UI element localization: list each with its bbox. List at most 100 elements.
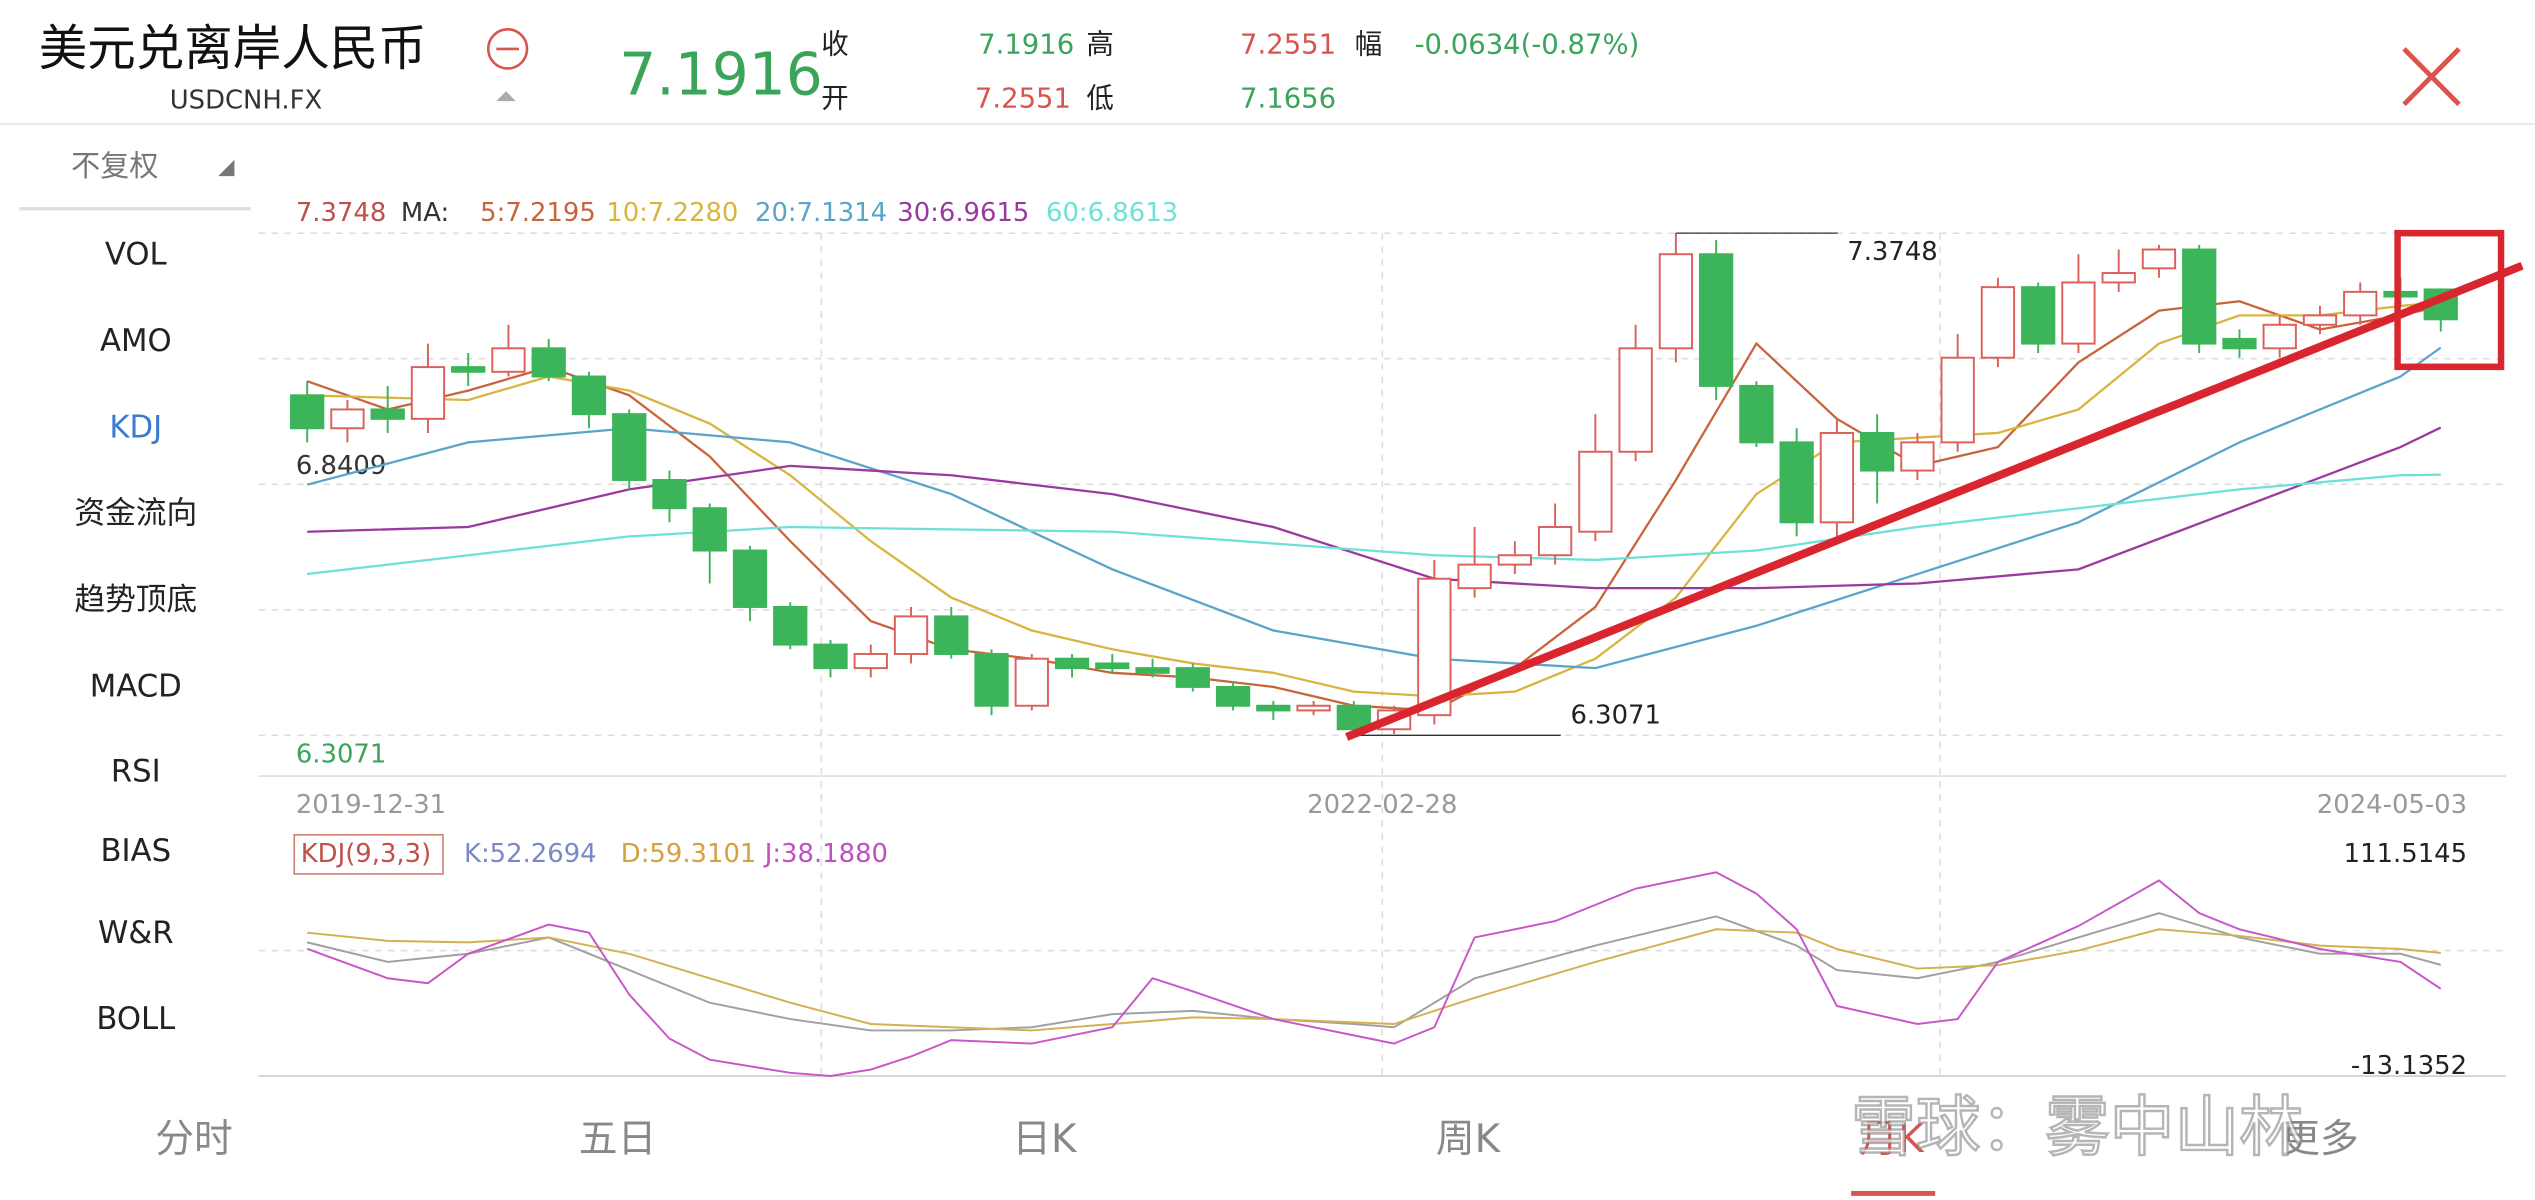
candle-body	[652, 479, 687, 510]
highlight-box	[2394, 229, 2505, 371]
candle-body	[2302, 314, 2338, 326]
watermark: 雪球：雾中山林	[1851, 1090, 2304, 1165]
candle-body	[2021, 286, 2056, 345]
candle-body	[1296, 704, 1331, 712]
candle-body	[1698, 253, 1734, 387]
y-tick-label: 7.3748	[296, 198, 386, 228]
ma-legend: 5:7.2195	[480, 198, 596, 228]
candle-body	[531, 347, 566, 378]
label: 幅	[1355, 28, 1382, 61]
candle-body	[1215, 685, 1251, 707]
kdj-line	[306, 871, 2442, 1078]
indicator-tab[interactable]: VOL	[105, 236, 168, 272]
dropdown-icon	[218, 159, 235, 177]
label: 高	[1086, 28, 1113, 61]
ma-legend: 60:6.8613	[1046, 198, 1178, 228]
candle-body	[974, 653, 1009, 707]
candle-body	[370, 408, 405, 420]
candle-body	[934, 615, 969, 655]
candle-body	[1537, 526, 1573, 557]
x-label: 2019-12-31	[296, 790, 446, 820]
y-tick-label: 6.3071	[296, 739, 386, 769]
candle-body	[2262, 323, 2297, 350]
candle-body	[853, 653, 888, 670]
ma-legend: 20:7.1314	[755, 198, 887, 228]
candle-body	[1457, 563, 1492, 590]
kdj-title-box	[293, 833, 444, 875]
period-tab[interactable]: 分时	[155, 1117, 233, 1162]
indicator-tab[interactable]: MACD	[90, 668, 182, 704]
candle-body	[1336, 704, 1371, 731]
indicator-tab[interactable]: W&R	[98, 915, 174, 951]
candle-body	[1900, 441, 1935, 472]
low-annotation: 6.3071	[1570, 700, 1660, 730]
label: 低	[1086, 81, 1113, 114]
candle-body	[1940, 356, 1975, 444]
adjust-select[interactable]: 不复权	[71, 149, 158, 183]
close-button[interactable]	[2402, 47, 2461, 107]
period-tab[interactable]: 周K	[1436, 1117, 1502, 1162]
candle-body	[1980, 286, 2016, 359]
y-tick-label: -13.1352	[2351, 1051, 2467, 1081]
period-tab[interactable]: 更多	[2281, 1117, 2359, 1162]
candle-body	[2061, 281, 2096, 345]
value: 7.1916	[978, 28, 1074, 61]
kdj-title: KDJ(9,3,3)	[301, 839, 431, 869]
candle-body	[491, 347, 526, 373]
indicator-tab[interactable]: KDJ	[109, 409, 162, 445]
label: 收	[821, 28, 848, 61]
candle-body	[813, 643, 848, 670]
kdj-legend: D:59.3101	[621, 839, 757, 869]
indicator-tab[interactable]: 资金流向	[74, 496, 197, 532]
collapse-button[interactable]	[486, 28, 529, 70]
candle-body	[290, 394, 325, 430]
kdj-legend: K:52.2694	[464, 839, 597, 869]
candle-body	[1618, 347, 1653, 453]
candle-body	[1135, 667, 1170, 674]
price: 7.1916	[619, 40, 823, 108]
candle-body	[451, 366, 486, 373]
candle-body	[1095, 662, 1130, 670]
ma-line	[307, 473, 2441, 576]
candle-body	[1860, 431, 1895, 472]
indicator-tab[interactable]: 趋势顶底	[74, 582, 197, 618]
candle-body	[2101, 272, 2136, 284]
kdj-line	[306, 912, 2442, 1032]
candle-body	[1658, 253, 1694, 350]
candle-body	[2141, 248, 2177, 270]
value: -0.0634(-0.87%)	[1415, 28, 1640, 61]
candle-body	[2222, 337, 2257, 350]
arrow	[496, 91, 516, 102]
candle-body	[1014, 657, 1049, 707]
candle-body	[893, 615, 929, 655]
ma-legend: 10:7.2280	[606, 198, 738, 228]
title: 美元兑离岸人民币	[39, 21, 427, 77]
value: 7.2551	[975, 81, 1071, 114]
trend-line	[1345, 261, 2524, 741]
period-tab[interactable]: 月K	[1859, 1117, 1925, 1162]
value: 7.2551	[1240, 28, 1336, 61]
candle-body	[1417, 577, 1452, 717]
ma-label: MA:	[401, 198, 449, 228]
candle-body	[1054, 657, 1090, 670]
candle-body	[410, 366, 446, 420]
period-tab[interactable]: 日K	[1012, 1117, 1078, 1162]
indicator-tab[interactable]: AMO	[100, 323, 172, 359]
value: 7.1656	[1240, 81, 1336, 114]
high-annotation: 7.3748	[1847, 237, 1937, 267]
x-label: 2022-02-28	[1307, 790, 1457, 820]
candle-body	[2182, 248, 2217, 345]
candle-body	[692, 507, 727, 552]
kdj-legend: J:38.1880	[763, 839, 888, 869]
candle-body	[571, 375, 607, 416]
candle-body	[773, 605, 808, 646]
indicator-tab[interactable]: RSI	[111, 753, 161, 789]
indicator-tab[interactable]: BOLL	[96, 1001, 176, 1037]
period-tab[interactable]: 五日	[579, 1117, 657, 1162]
candle-body	[1819, 431, 1855, 524]
indicator-tab[interactable]: BIAS	[101, 833, 172, 869]
candle-body	[1779, 441, 1814, 524]
y-tick-label: 111.5145	[2344, 839, 2467, 869]
